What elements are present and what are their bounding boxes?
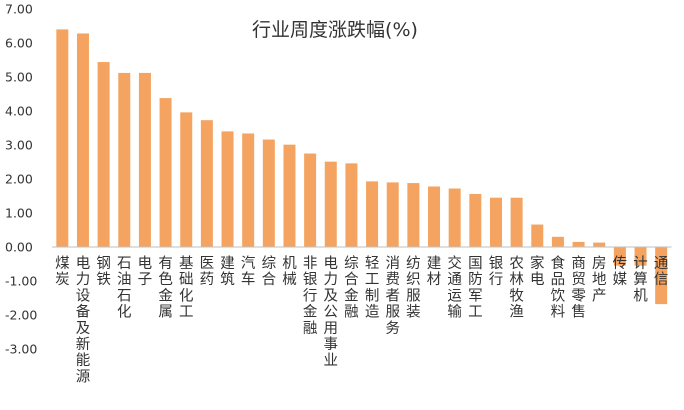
y-tick-label: 7.00 xyxy=(5,2,33,17)
category-label: 综合金融 xyxy=(344,255,359,321)
category-label: 交通运输 xyxy=(447,254,462,321)
category-label: 医药 xyxy=(200,256,215,288)
bar xyxy=(262,139,275,247)
category-label: 基础化工 xyxy=(179,255,194,321)
category-label: 非银行金融 xyxy=(303,255,318,337)
category-label: 通信 xyxy=(654,255,669,288)
y-axis: 7.00 6.00 5.00 4.00 3.00 2.00 1.00 0.00 -1.00 -2.… xyxy=(5,2,37,357)
bar xyxy=(428,186,441,247)
y-tick-label: -1.00 xyxy=(5,274,37,289)
category-label: 建材 xyxy=(427,255,442,288)
y-tick-label: 2.00 xyxy=(5,172,33,187)
bar xyxy=(613,247,626,266)
category-label: 计算机 xyxy=(633,255,648,304)
category-label: 综合 xyxy=(262,255,277,288)
bar xyxy=(76,33,89,248)
bar xyxy=(56,29,69,248)
bar xyxy=(159,98,172,247)
category-label: 食品饮料 xyxy=(551,255,566,321)
bar xyxy=(386,182,399,247)
bar xyxy=(531,224,544,247)
bar xyxy=(510,197,523,247)
bar xyxy=(593,242,606,247)
bar xyxy=(324,161,337,247)
y-tick-label: -3.00 xyxy=(5,342,37,357)
category-label: 机械 xyxy=(282,255,297,288)
bar xyxy=(572,241,585,247)
category-label: 电力设备及新能源 xyxy=(76,255,91,385)
category-label: 商贸零售 xyxy=(571,255,586,321)
bar xyxy=(118,72,131,247)
category-label: 家电 xyxy=(530,255,545,288)
y-tick-label: 0.00 xyxy=(5,240,33,255)
bar xyxy=(551,236,564,247)
category-label: 传媒 xyxy=(613,255,628,288)
bar xyxy=(283,144,296,247)
x-axis-labels: 煤炭电力设备及新能源钢铁石油石化电子有色金属基础化工医药建筑汽车综合机械非银行金… xyxy=(55,254,669,385)
bar xyxy=(634,247,647,266)
y-tick-label: -2.00 xyxy=(5,308,37,323)
bar xyxy=(221,131,234,247)
bar xyxy=(200,120,213,247)
category-label: 电力及公用事业 xyxy=(324,255,339,369)
category-label: 钢铁 xyxy=(96,255,111,288)
category-label: 石油石化 xyxy=(117,256,132,321)
y-tick-label: 6.00 xyxy=(5,36,33,51)
bars-group xyxy=(56,29,668,305)
category-label: 房地产 xyxy=(592,255,607,304)
y-tick-label: 1.00 xyxy=(5,206,33,221)
y-tick-label: 4.00 xyxy=(5,104,33,119)
bar xyxy=(138,72,151,247)
category-label: 消费者服务 xyxy=(385,255,400,337)
category-label: 电子 xyxy=(138,255,153,288)
bar xyxy=(366,181,379,247)
category-label: 银行 xyxy=(489,255,504,288)
y-tick-label: 5.00 xyxy=(5,70,33,85)
bar xyxy=(407,183,420,247)
bar xyxy=(304,153,317,247)
category-label: 国防军工 xyxy=(468,256,483,321)
category-label: 汽车 xyxy=(241,255,256,288)
category-label: 有色金属 xyxy=(158,255,173,321)
bar xyxy=(97,62,110,247)
y-tick-label: 3.00 xyxy=(5,138,33,153)
bar xyxy=(489,197,502,247)
category-label: 轻工制造 xyxy=(365,255,380,321)
bar xyxy=(448,188,461,247)
bar xyxy=(469,193,482,247)
bar xyxy=(655,247,668,305)
bar xyxy=(345,163,358,247)
chart-title: 行业周度涨跌幅(%) xyxy=(252,19,418,41)
category-label: 纺织服装 xyxy=(406,255,421,321)
bar xyxy=(180,112,193,247)
bar xyxy=(242,133,255,247)
category-label: 农林牧渔 xyxy=(509,255,524,321)
category-label: 煤炭 xyxy=(55,255,70,288)
category-label: 建筑 xyxy=(220,255,235,288)
